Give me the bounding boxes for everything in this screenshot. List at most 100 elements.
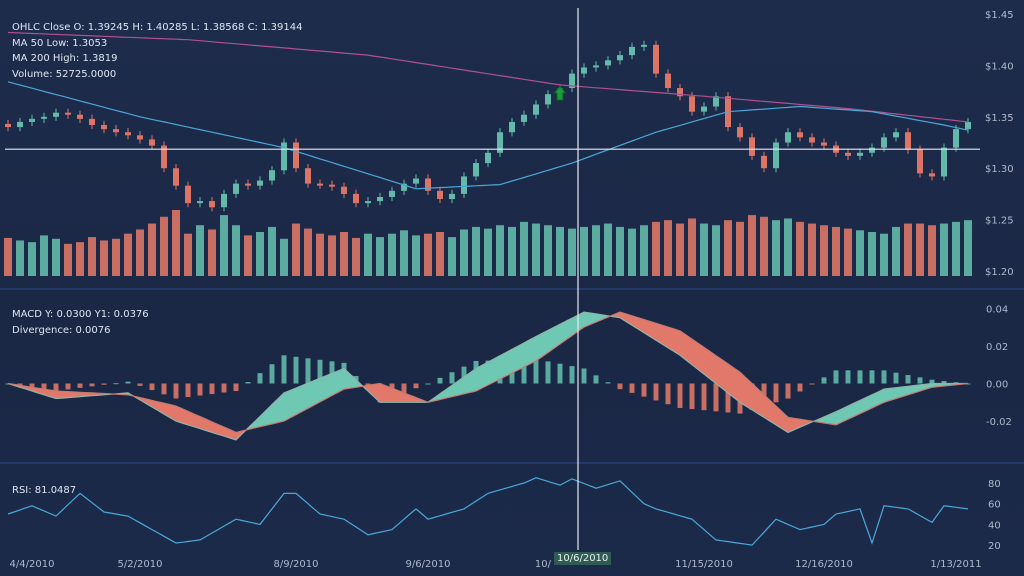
macd-band-segment — [458, 376, 464, 396]
volume-bar — [940, 223, 948, 276]
macd-histogram-bar — [917, 377, 923, 384]
volume-bar — [388, 233, 396, 276]
volume-bar — [352, 237, 360, 276]
candle-body — [29, 118, 35, 122]
macd-histogram-bar — [929, 379, 935, 384]
macd-band-segment — [830, 411, 836, 425]
macd-band-segment — [368, 384, 374, 397]
candle-body — [497, 132, 503, 153]
macd-band-segment — [218, 424, 224, 437]
ohlc-legend: OHLC Close O: 1.39245 H: 1.40285 L: 1.38… — [12, 20, 302, 82]
candle-body — [173, 168, 179, 186]
macd-histogram-bar — [77, 383, 83, 388]
macd-band-segment — [644, 319, 650, 337]
ma200-line — [7, 31, 969, 123]
macd-histogram-bar — [677, 383, 683, 408]
volume-bar — [400, 230, 408, 276]
macd-band-segment — [680, 330, 686, 360]
rsi-line — [7, 477, 969, 546]
candle-body — [17, 121, 23, 128]
macd-band-segment — [500, 352, 506, 379]
ohlc-values: OHLC Close O: 1.39245 H: 1.40285 L: 1.38… — [12, 22, 303, 33]
candle-body — [545, 94, 551, 105]
candle-body — [89, 118, 95, 126]
macd-line — [7, 311, 968, 441]
candle-body — [677, 88, 683, 97]
macd-histogram-bar — [785, 383, 791, 399]
candle-body — [473, 163, 479, 177]
macd-tick-label: 0.04 — [986, 304, 1008, 315]
candle-body — [941, 147, 947, 177]
volume-bar — [568, 228, 576, 276]
volume-bar — [124, 233, 132, 276]
macd-band-segment — [170, 404, 176, 422]
macd-band-segment — [176, 406, 182, 423]
macd-band-segment — [326, 373, 332, 399]
macd-histogram-bar — [545, 361, 551, 384]
candle-body — [797, 132, 803, 138]
macd-histogram-bar — [185, 383, 191, 398]
macd-band-segment — [854, 400, 860, 417]
volume-bar — [772, 220, 780, 276]
macd-band-segment — [188, 411, 194, 427]
macd-histogram-bar — [461, 366, 467, 384]
macd-band-segment — [68, 391, 74, 398]
macd-band-segment — [344, 368, 350, 390]
candle-body — [701, 106, 707, 112]
volume-bar — [496, 225, 504, 276]
macd-band-segment — [296, 385, 302, 415]
macd-histogram-bar — [137, 383, 143, 386]
volume-bar — [616, 226, 624, 276]
macd-band-segment — [470, 368, 476, 393]
macd-values: MACD Y: 0.0300 Y1: 0.0376 — [12, 309, 149, 320]
macd-histogram-bar — [221, 383, 227, 393]
candle-body — [857, 152, 863, 156]
rsi-tick-label: 40 — [988, 520, 1001, 531]
volume-bar — [4, 237, 12, 276]
candle-body — [233, 183, 239, 194]
macd-histogram-bar — [125, 381, 131, 384]
macd-histogram-bar — [149, 383, 155, 391]
candle-body — [245, 183, 251, 186]
candle-body — [845, 152, 851, 156]
volume-bar — [136, 229, 144, 276]
macd-band-segment — [536, 333, 542, 361]
rsi-tick-label: 20 — [988, 541, 1001, 552]
macd-band-segment — [656, 323, 662, 345]
macd-band-segment — [752, 383, 758, 414]
macd-band-segment — [908, 385, 914, 395]
macd-band-segment — [272, 398, 278, 424]
macd-band-segment — [620, 312, 626, 322]
date-axis-label: 11/15/2010 — [675, 559, 733, 570]
volume-bar — [844, 228, 852, 276]
volume-bar — [316, 233, 324, 276]
macd-band-segment — [512, 346, 518, 373]
macd-band-segment — [350, 374, 356, 389]
macd-band-segment — [710, 351, 716, 384]
macd-histogram-bar — [413, 383, 419, 389]
volume-bar — [376, 237, 384, 276]
macd-histogram-bar — [605, 382, 611, 384]
volume-bar — [532, 223, 540, 276]
date-axis-label: 5/2/2010 — [118, 559, 163, 570]
macd-band-segment — [788, 417, 794, 433]
macd-band-segment — [62, 391, 68, 399]
macd-histogram-bar — [233, 383, 239, 392]
volume-bar — [892, 226, 900, 276]
macd-histogram-bar — [257, 373, 263, 384]
macd-band-segment — [566, 318, 572, 340]
macd-band-segment — [818, 416, 824, 423]
candle-body — [569, 73, 575, 89]
volume-bar — [40, 235, 48, 276]
macd-histogram-bar — [953, 382, 959, 384]
volume-bar — [268, 226, 276, 276]
candle-body — [773, 142, 779, 169]
macd-band-segment — [716, 355, 722, 389]
volume-bar — [88, 237, 96, 276]
macd-histogram-bar — [569, 366, 575, 384]
candle-body — [125, 132, 131, 136]
volume-bar — [628, 228, 636, 276]
volume-bar — [508, 226, 516, 276]
macd-histogram-bar — [317, 359, 323, 384]
